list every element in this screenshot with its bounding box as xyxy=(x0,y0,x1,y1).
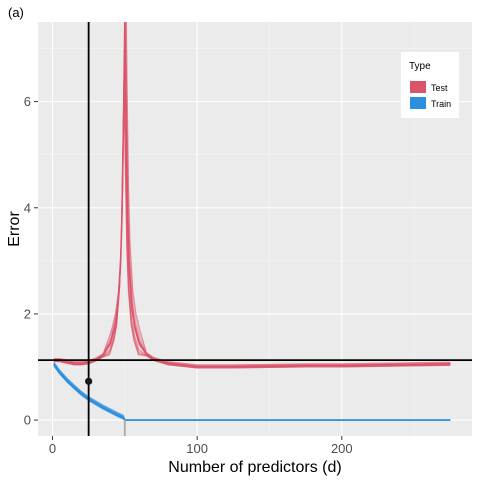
series-test-replicate-line xyxy=(53,75,451,369)
legend-key-test xyxy=(410,81,426,93)
series-test-replicate-line xyxy=(53,57,451,368)
x-tick-label: 100 xyxy=(186,441,208,456)
legend-label-train: Train xyxy=(431,99,451,109)
series-test-replicate-line xyxy=(53,80,451,369)
legend-title: Type xyxy=(409,61,431,72)
series-test-replicate-line xyxy=(53,84,451,369)
panel-tag: (a) xyxy=(8,5,24,20)
legend: Type Test Train xyxy=(401,52,459,118)
series-test-replicate-line xyxy=(53,80,451,369)
series-test-replicate-line xyxy=(53,66,451,369)
series-test-replicate-line xyxy=(53,74,451,369)
x-axis-ticks: 0 100 200 xyxy=(49,436,353,456)
y-axis-title: Error xyxy=(6,211,23,247)
y-tick-label: 4 xyxy=(24,200,31,215)
series-test-line xyxy=(53,22,451,368)
y-axis-ticks: 0 2 4 6 xyxy=(24,94,38,428)
y-tick-label: 6 xyxy=(24,94,31,109)
x-axis-title: Number of predictors (d) xyxy=(168,459,341,476)
x-tick-label: 0 xyxy=(49,441,56,456)
grid-minor xyxy=(38,22,472,436)
y-tick-label: 0 xyxy=(24,413,31,428)
reference-lines xyxy=(38,22,472,436)
highlight-point xyxy=(85,377,93,385)
legend-key-train xyxy=(410,97,426,109)
legend-label-test: Test xyxy=(431,83,448,93)
series-train-line xyxy=(53,363,451,421)
series-test-replicate-line xyxy=(53,69,451,369)
y-tick-label: 2 xyxy=(24,306,31,321)
series-layer xyxy=(53,22,451,421)
x-tick-label: 200 xyxy=(331,441,353,456)
series-test-replicate-line xyxy=(53,58,451,368)
